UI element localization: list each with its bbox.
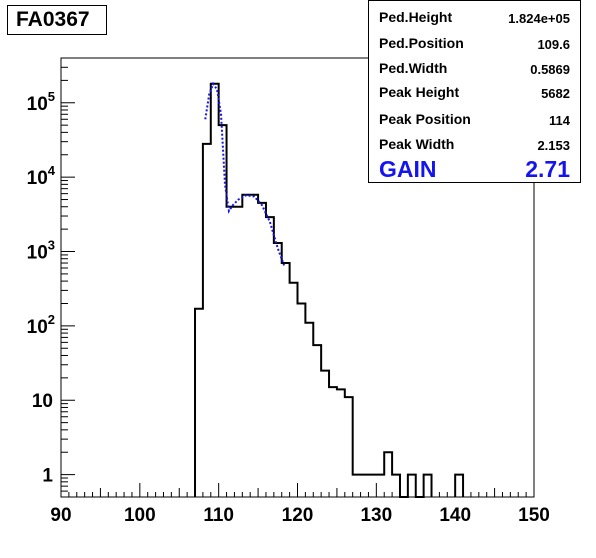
x-tick-label: 130 bbox=[360, 505, 392, 526]
stat-peak-height: Peak Height 5682 bbox=[379, 84, 570, 106]
stat-value: 1.824e+05 bbox=[508, 11, 570, 26]
stat-ped-height: Ped.Height 1.824e+05 bbox=[379, 9, 570, 31]
x-axis-ticks: 90 100 110 120 130 140 150 bbox=[50, 483, 550, 526]
gain-value: 2.71 bbox=[525, 156, 570, 182]
histogram-bin bbox=[376, 475, 384, 497]
stat-peak-width: Peak Width 2.153 bbox=[379, 136, 570, 158]
x-tick-label: 100 bbox=[124, 505, 156, 526]
histogram-bin bbox=[258, 203, 266, 497]
y-tick-label: 1 bbox=[42, 466, 53, 487]
stat-value: 114 bbox=[549, 113, 570, 128]
stat-label: Ped.Position bbox=[379, 35, 464, 51]
histogram-bin bbox=[329, 387, 337, 497]
fit-curve bbox=[204, 81, 286, 266]
stat-label: Peak Height bbox=[379, 84, 460, 100]
y-tick-label: 102 bbox=[27, 312, 55, 338]
histogram-title: FA0367 bbox=[7, 5, 107, 35]
x-tick-label: 90 bbox=[50, 505, 71, 526]
stat-label: Peak Position bbox=[379, 111, 471, 127]
y-axis-ticks: 1 10 102 103 104 105 bbox=[27, 57, 75, 498]
histogram-bin bbox=[392, 475, 400, 497]
histogram-bin bbox=[195, 309, 203, 497]
histogram-bin bbox=[305, 323, 313, 497]
y-tick-label: 103 bbox=[27, 238, 55, 264]
x-tick-label: 120 bbox=[282, 505, 314, 526]
stat-label: Ped.Width bbox=[379, 60, 448, 76]
y-tick-label: 10 bbox=[32, 391, 53, 412]
stats-box: Ped.Height 1.824e+05 Ped.Position 109.6 … bbox=[368, 0, 581, 183]
histogram-bin bbox=[384, 452, 392, 497]
x-tick-label: 140 bbox=[439, 505, 471, 526]
stat-ped-position: Ped.Position 109.6 bbox=[379, 35, 570, 57]
histogram-bin bbox=[368, 475, 376, 497]
histogram-bin bbox=[337, 389, 345, 497]
histogram-bin bbox=[234, 207, 242, 497]
histogram-bin bbox=[298, 303, 306, 497]
x-tick-label: 150 bbox=[518, 505, 550, 526]
gain-row: GAIN 2.71 bbox=[379, 156, 570, 184]
histogram-bin bbox=[353, 475, 361, 497]
histogram-bin bbox=[321, 371, 329, 497]
histogram-bin bbox=[455, 475, 463, 497]
histogram-bin bbox=[282, 263, 290, 497]
histogram-bin bbox=[203, 144, 211, 497]
fit-curve-line bbox=[204, 81, 286, 266]
histogram-bin bbox=[290, 283, 298, 497]
histogram-bin bbox=[313, 345, 321, 497]
stat-value: 5682 bbox=[541, 86, 570, 101]
stat-label: Ped.Height bbox=[379, 9, 453, 25]
stat-label: Peak Width bbox=[379, 136, 455, 152]
histogram-bin bbox=[424, 475, 432, 497]
stat-value: 109.6 bbox=[537, 37, 570, 52]
histogram-bin bbox=[361, 475, 369, 497]
stat-ped-width: Ped.Width 0.5869 bbox=[379, 60, 570, 82]
y-tick-label: 105 bbox=[27, 89, 55, 115]
stat-peak-position: Peak Position 114 bbox=[379, 111, 570, 133]
histogram-bin bbox=[219, 125, 227, 497]
stat-value: 0.5869 bbox=[530, 62, 570, 77]
histogram-bin bbox=[274, 243, 282, 497]
histogram-bin bbox=[266, 217, 274, 497]
x-tick-label: 110 bbox=[203, 505, 234, 526]
histogram-bin bbox=[211, 84, 219, 497]
gain-label: GAIN bbox=[379, 156, 437, 182]
histogram-bin bbox=[345, 397, 353, 497]
histogram-bin bbox=[250, 195, 258, 497]
histogram-bin bbox=[227, 207, 235, 497]
stat-value: 2.153 bbox=[537, 138, 570, 153]
histogram-bin bbox=[408, 475, 416, 497]
histogram-bin bbox=[242, 195, 250, 497]
y-tick-label: 104 bbox=[27, 163, 56, 189]
